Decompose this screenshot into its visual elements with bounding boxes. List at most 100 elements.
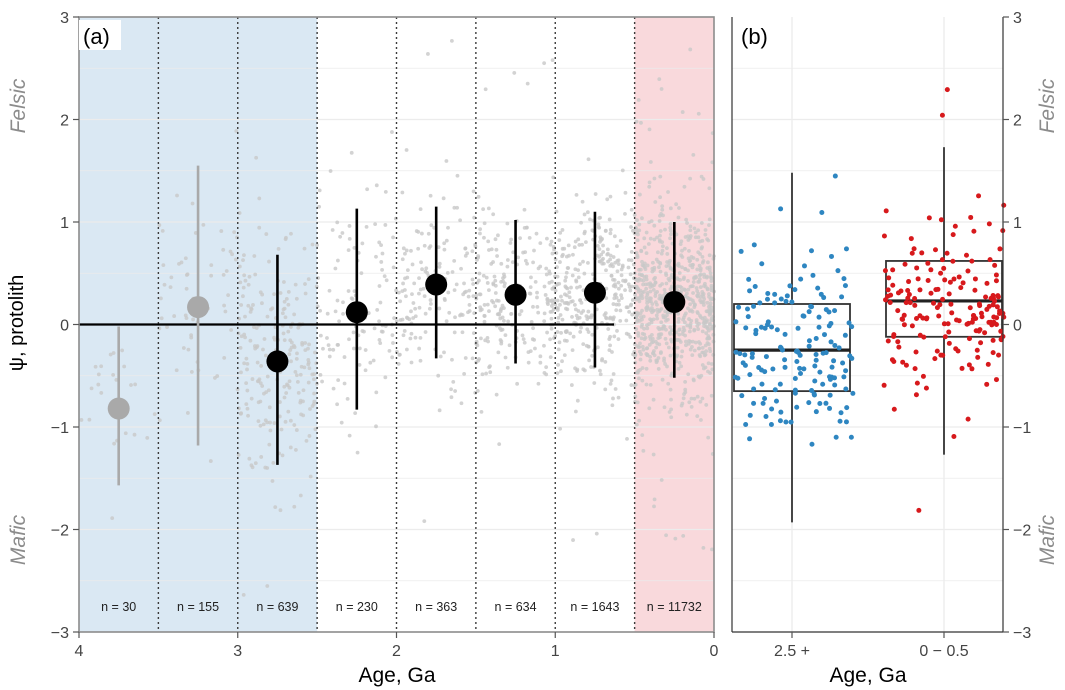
data-point	[709, 316, 714, 321]
data-point	[259, 455, 264, 459]
data-point	[692, 275, 697, 280]
data-point	[610, 350, 614, 354]
data-point	[241, 294, 245, 299]
data-point	[219, 229, 224, 233]
data-point	[462, 281, 466, 286]
data-point	[608, 194, 613, 199]
data-point	[698, 239, 702, 244]
jitter-point	[925, 278, 931, 284]
data-point	[692, 396, 697, 401]
data-point	[695, 394, 700, 399]
data-point	[640, 273, 645, 277]
jitter-point	[939, 112, 945, 118]
data-point	[592, 381, 597, 385]
jitter-point	[850, 390, 856, 396]
data-point	[644, 251, 649, 256]
data-point	[611, 396, 615, 401]
data-point	[306, 362, 311, 367]
data-point	[247, 456, 252, 461]
data-point	[698, 313, 702, 318]
data-point	[278, 400, 282, 404]
data-point	[677, 271, 682, 275]
data-point	[640, 344, 645, 349]
data-point	[405, 268, 410, 273]
bin-marker-2	[266, 254, 289, 465]
jitter-point	[997, 246, 1003, 252]
jitter-point	[998, 328, 1004, 334]
data-point	[528, 285, 533, 290]
data-point	[701, 545, 706, 550]
data-point	[446, 290, 451, 295]
data-point	[682, 320, 687, 325]
data-point	[619, 283, 624, 288]
data-point	[679, 403, 684, 408]
data-point	[306, 277, 311, 282]
data-point	[424, 266, 429, 271]
data-point	[613, 387, 618, 391]
jitter-point	[972, 287, 978, 293]
data-point	[501, 318, 506, 323]
data-point	[700, 254, 705, 259]
data-point	[446, 225, 450, 230]
data-point	[696, 250, 701, 255]
data-point	[608, 382, 613, 386]
data-point	[378, 300, 383, 305]
data-point	[630, 298, 635, 302]
data-point	[493, 278, 498, 283]
jitter-point	[887, 299, 893, 305]
data-point	[521, 250, 526, 255]
data-point	[525, 225, 529, 230]
jitter-point	[772, 300, 778, 306]
data-point	[623, 211, 627, 216]
data-point	[347, 236, 352, 241]
jitter-point	[832, 173, 838, 179]
jitter-point	[739, 393, 745, 399]
data-point	[256, 419, 261, 424]
jitter-point	[914, 380, 920, 386]
data-point	[437, 408, 442, 413]
data-point	[326, 343, 331, 348]
jitter-point	[951, 276, 957, 282]
data-point	[470, 277, 475, 282]
data-point	[629, 207, 634, 212]
data-point	[449, 387, 453, 392]
data-point	[604, 268, 608, 273]
data-point	[689, 284, 694, 289]
data-point	[639, 278, 643, 282]
data-point	[429, 301, 433, 306]
data-point	[493, 237, 498, 242]
b-y-tick-label: −1	[1013, 420, 1031, 437]
data-point	[453, 315, 457, 320]
data-point	[436, 245, 441, 250]
data-point	[706, 260, 710, 265]
data-point	[501, 306, 506, 311]
jitter-point	[749, 351, 755, 357]
data-point	[654, 313, 659, 318]
data-point	[272, 292, 277, 297]
data-point	[292, 423, 297, 427]
data-point	[697, 277, 702, 281]
data-point	[573, 307, 578, 312]
data-point	[496, 233, 500, 238]
data-point	[317, 188, 322, 193]
data-point	[307, 342, 311, 347]
data-point	[560, 298, 564, 303]
data-point	[560, 359, 564, 364]
data-point	[243, 314, 247, 319]
jitter-point	[833, 434, 839, 440]
data-point	[700, 260, 705, 265]
data-point	[574, 192, 579, 197]
data-point	[335, 258, 340, 263]
data-point	[566, 243, 571, 248]
data-point	[674, 202, 679, 207]
data-point	[422, 519, 427, 524]
data-point	[363, 368, 368, 373]
data-point	[404, 248, 409, 253]
data-point	[685, 221, 689, 225]
data-point	[295, 351, 299, 356]
data-point	[455, 173, 460, 178]
data-point	[576, 237, 581, 242]
data-point	[407, 317, 412, 322]
data-point	[449, 395, 454, 400]
mean-marker	[266, 350, 289, 373]
